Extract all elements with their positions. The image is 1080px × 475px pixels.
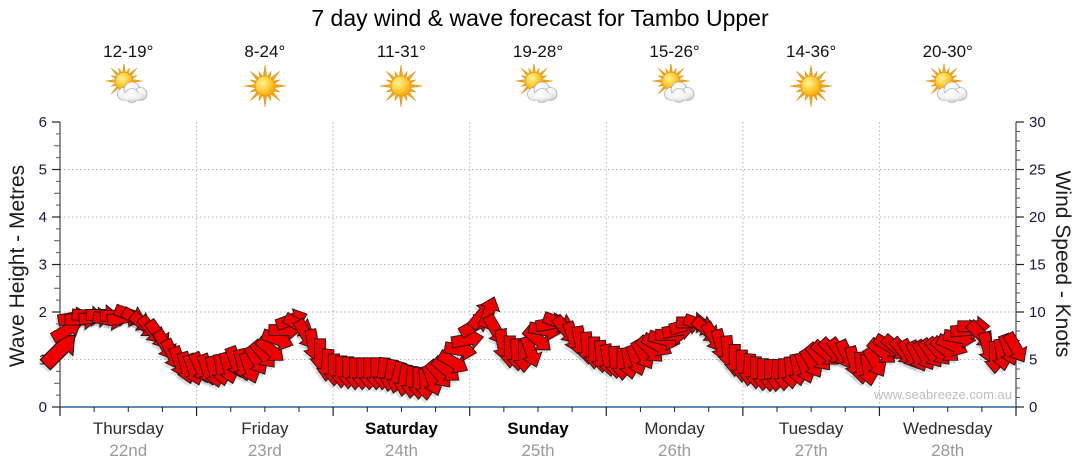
right-tick-label: 15 (1029, 256, 1046, 273)
weather-icon-svg (515, 62, 558, 103)
cloud-shape (936, 81, 968, 103)
day-name-label: Saturday (365, 419, 438, 438)
right-tick-label: 20 (1029, 209, 1046, 226)
wind-arrow (1002, 330, 1028, 363)
sun-cloud-icon (649, 62, 701, 110)
day-date-label: 25th (521, 441, 555, 460)
sun-icon (785, 64, 837, 110)
weather-icon-svg (790, 64, 833, 108)
sun-shape (380, 64, 423, 108)
weather-icon-svg (105, 62, 148, 103)
day-date-label: 26th (658, 441, 692, 460)
day-temperature-range: 11-31° (376, 42, 426, 61)
weather-icon-svg (243, 64, 286, 108)
day-temperature-range: 15-26° (649, 42, 700, 61)
right-axis-title: Wind Speed - Knots (1051, 170, 1074, 358)
right-tick-label: 0 (1029, 399, 1037, 416)
weather-icon-svg (380, 64, 423, 108)
day-name-label: Thursday (92, 419, 164, 438)
left-tick-label: 5 (39, 161, 47, 178)
day-temperature-range: 20-30° (922, 42, 973, 61)
day-temperature-range: 14-36° (786, 42, 837, 61)
sun-cloud-icon (512, 62, 564, 110)
day-temperature-range: 19-28° (512, 42, 564, 61)
left-tick-label: 4 (39, 209, 47, 226)
left-tick-label: 2 (39, 304, 47, 321)
sun-icon (239, 64, 291, 110)
day-name-label: Wednesday (902, 419, 993, 438)
left-tick-label: 6 (39, 114, 47, 131)
right-tick-label: 30 (1029, 114, 1046, 131)
sun-cloud-icon (922, 62, 974, 110)
watermark: www.seabreeze.com.au (873, 387, 1012, 402)
sun-cloud-icon (102, 62, 154, 110)
wind-arrow (862, 345, 887, 377)
day-date-label: 24th (384, 441, 418, 460)
day-name-label: Tuesday (778, 419, 844, 438)
wind-arrow (436, 349, 469, 374)
day-date-label: 22nd (109, 441, 148, 460)
right-tick-label: 5 (1029, 351, 1037, 368)
right-tick-label: 10 (1029, 304, 1046, 321)
cloud-shape (663, 81, 694, 103)
day-temperature-range: 8-24° (244, 42, 286, 61)
day-date-label: 27th (794, 441, 828, 460)
sun-core (254, 75, 276, 97)
sun-core (391, 75, 412, 97)
day-date-label: 28th (931, 441, 965, 460)
day-name-label: Friday (241, 419, 289, 438)
left-axis-title: Wave Height - Metres (6, 164, 29, 368)
day-name-label: Sunday (507, 419, 569, 438)
day-temperature-range: 12-19° (103, 42, 154, 61)
wind-arrow-series (39, 296, 1028, 401)
sun-shape (790, 64, 833, 108)
day-name-label: Monday (644, 419, 705, 438)
left-tick-label: 3 (39, 256, 47, 273)
sun-core (800, 75, 822, 97)
right-tick-label: 25 (1029, 161, 1046, 178)
wind-arrow (519, 334, 543, 368)
cloud-shape (117, 81, 148, 103)
weather-icon-svg (652, 62, 694, 103)
weather-icon-svg (925, 62, 968, 103)
wind-arrow (254, 334, 284, 361)
page-title: 7 day wind & wave forecast for Tambo Upp… (311, 5, 769, 31)
sun-shape (243, 64, 286, 108)
day-date-label: 23rd (247, 441, 282, 460)
cloud-shape (527, 81, 558, 103)
sun-icon (375, 64, 427, 110)
left-tick-label: 0 (39, 399, 47, 416)
